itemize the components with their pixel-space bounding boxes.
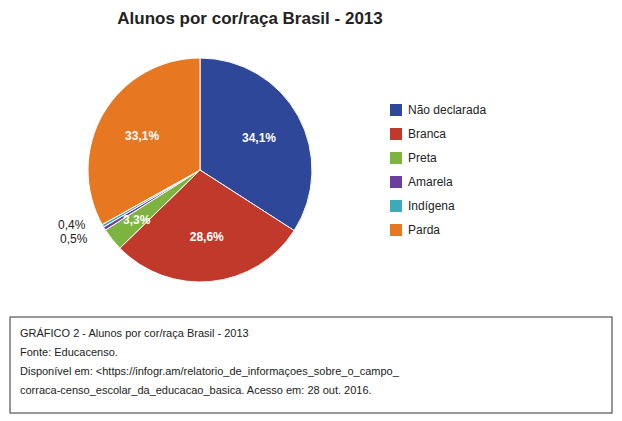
legend-item: Parda <box>390 223 440 237</box>
legend-label: Branca <box>408 127 446 141</box>
legend-label: Parda <box>408 223 440 237</box>
legend-item: Amarela <box>390 175 453 189</box>
legend-swatch <box>390 176 402 188</box>
title: Alunos por cor/raça Brasil - 2013 <box>117 9 383 28</box>
legend-swatch <box>390 152 402 164</box>
legend-label: Amarela <box>408 175 453 189</box>
annotation: GRÁFICO 2 - Alunos por cor/raça Brasil -… <box>20 327 249 339</box>
caption-box <box>10 317 612 413</box>
legend-item: Indígena <box>390 199 455 213</box>
data-label: 0,4% <box>58 218 86 232</box>
data-label: 34,1% <box>242 131 276 145</box>
legend-swatch <box>390 128 402 140</box>
pie-slice <box>88 58 200 225</box>
data-label: 28,6% <box>190 230 224 244</box>
data-label: 33,1% <box>125 129 159 143</box>
legend-swatch <box>390 224 402 236</box>
legend-item: Não declarada <box>390 103 486 117</box>
legend-label: Não declarada <box>408 103 486 117</box>
annotation: Disponível em: <https://infogr.am/relato… <box>20 365 400 377</box>
data-labels: 34,1% 28,6% 3,3% 0,5%0,4% 33,1% <box>58 129 276 246</box>
legend-label: Indígena <box>408 199 455 213</box>
legend-item: Branca <box>390 127 446 141</box>
caption: GRÁFICO 2 - Alunos por cor/raça Brasil -… <box>10 317 612 413</box>
legend: Não declarada Branca Preta Amarela Indígena P… <box>390 103 486 237</box>
annotation: corraca-censo_escolar_da_educacao_basica… <box>20 384 372 396</box>
data-label: 3,3% <box>123 213 151 227</box>
chart: Alunos por cor/raça Brasil - 2013 34,1% 28… <box>0 0 622 421</box>
pie <box>88 58 312 282</box>
legend-swatch <box>390 104 402 116</box>
legend-item: Preta <box>390 151 437 165</box>
annotation: Fonte: Educacenso. <box>20 346 118 358</box>
data-label: 0,5% <box>60 232 88 246</box>
legend-label: Preta <box>408 151 437 165</box>
legend-swatch <box>390 200 402 212</box>
